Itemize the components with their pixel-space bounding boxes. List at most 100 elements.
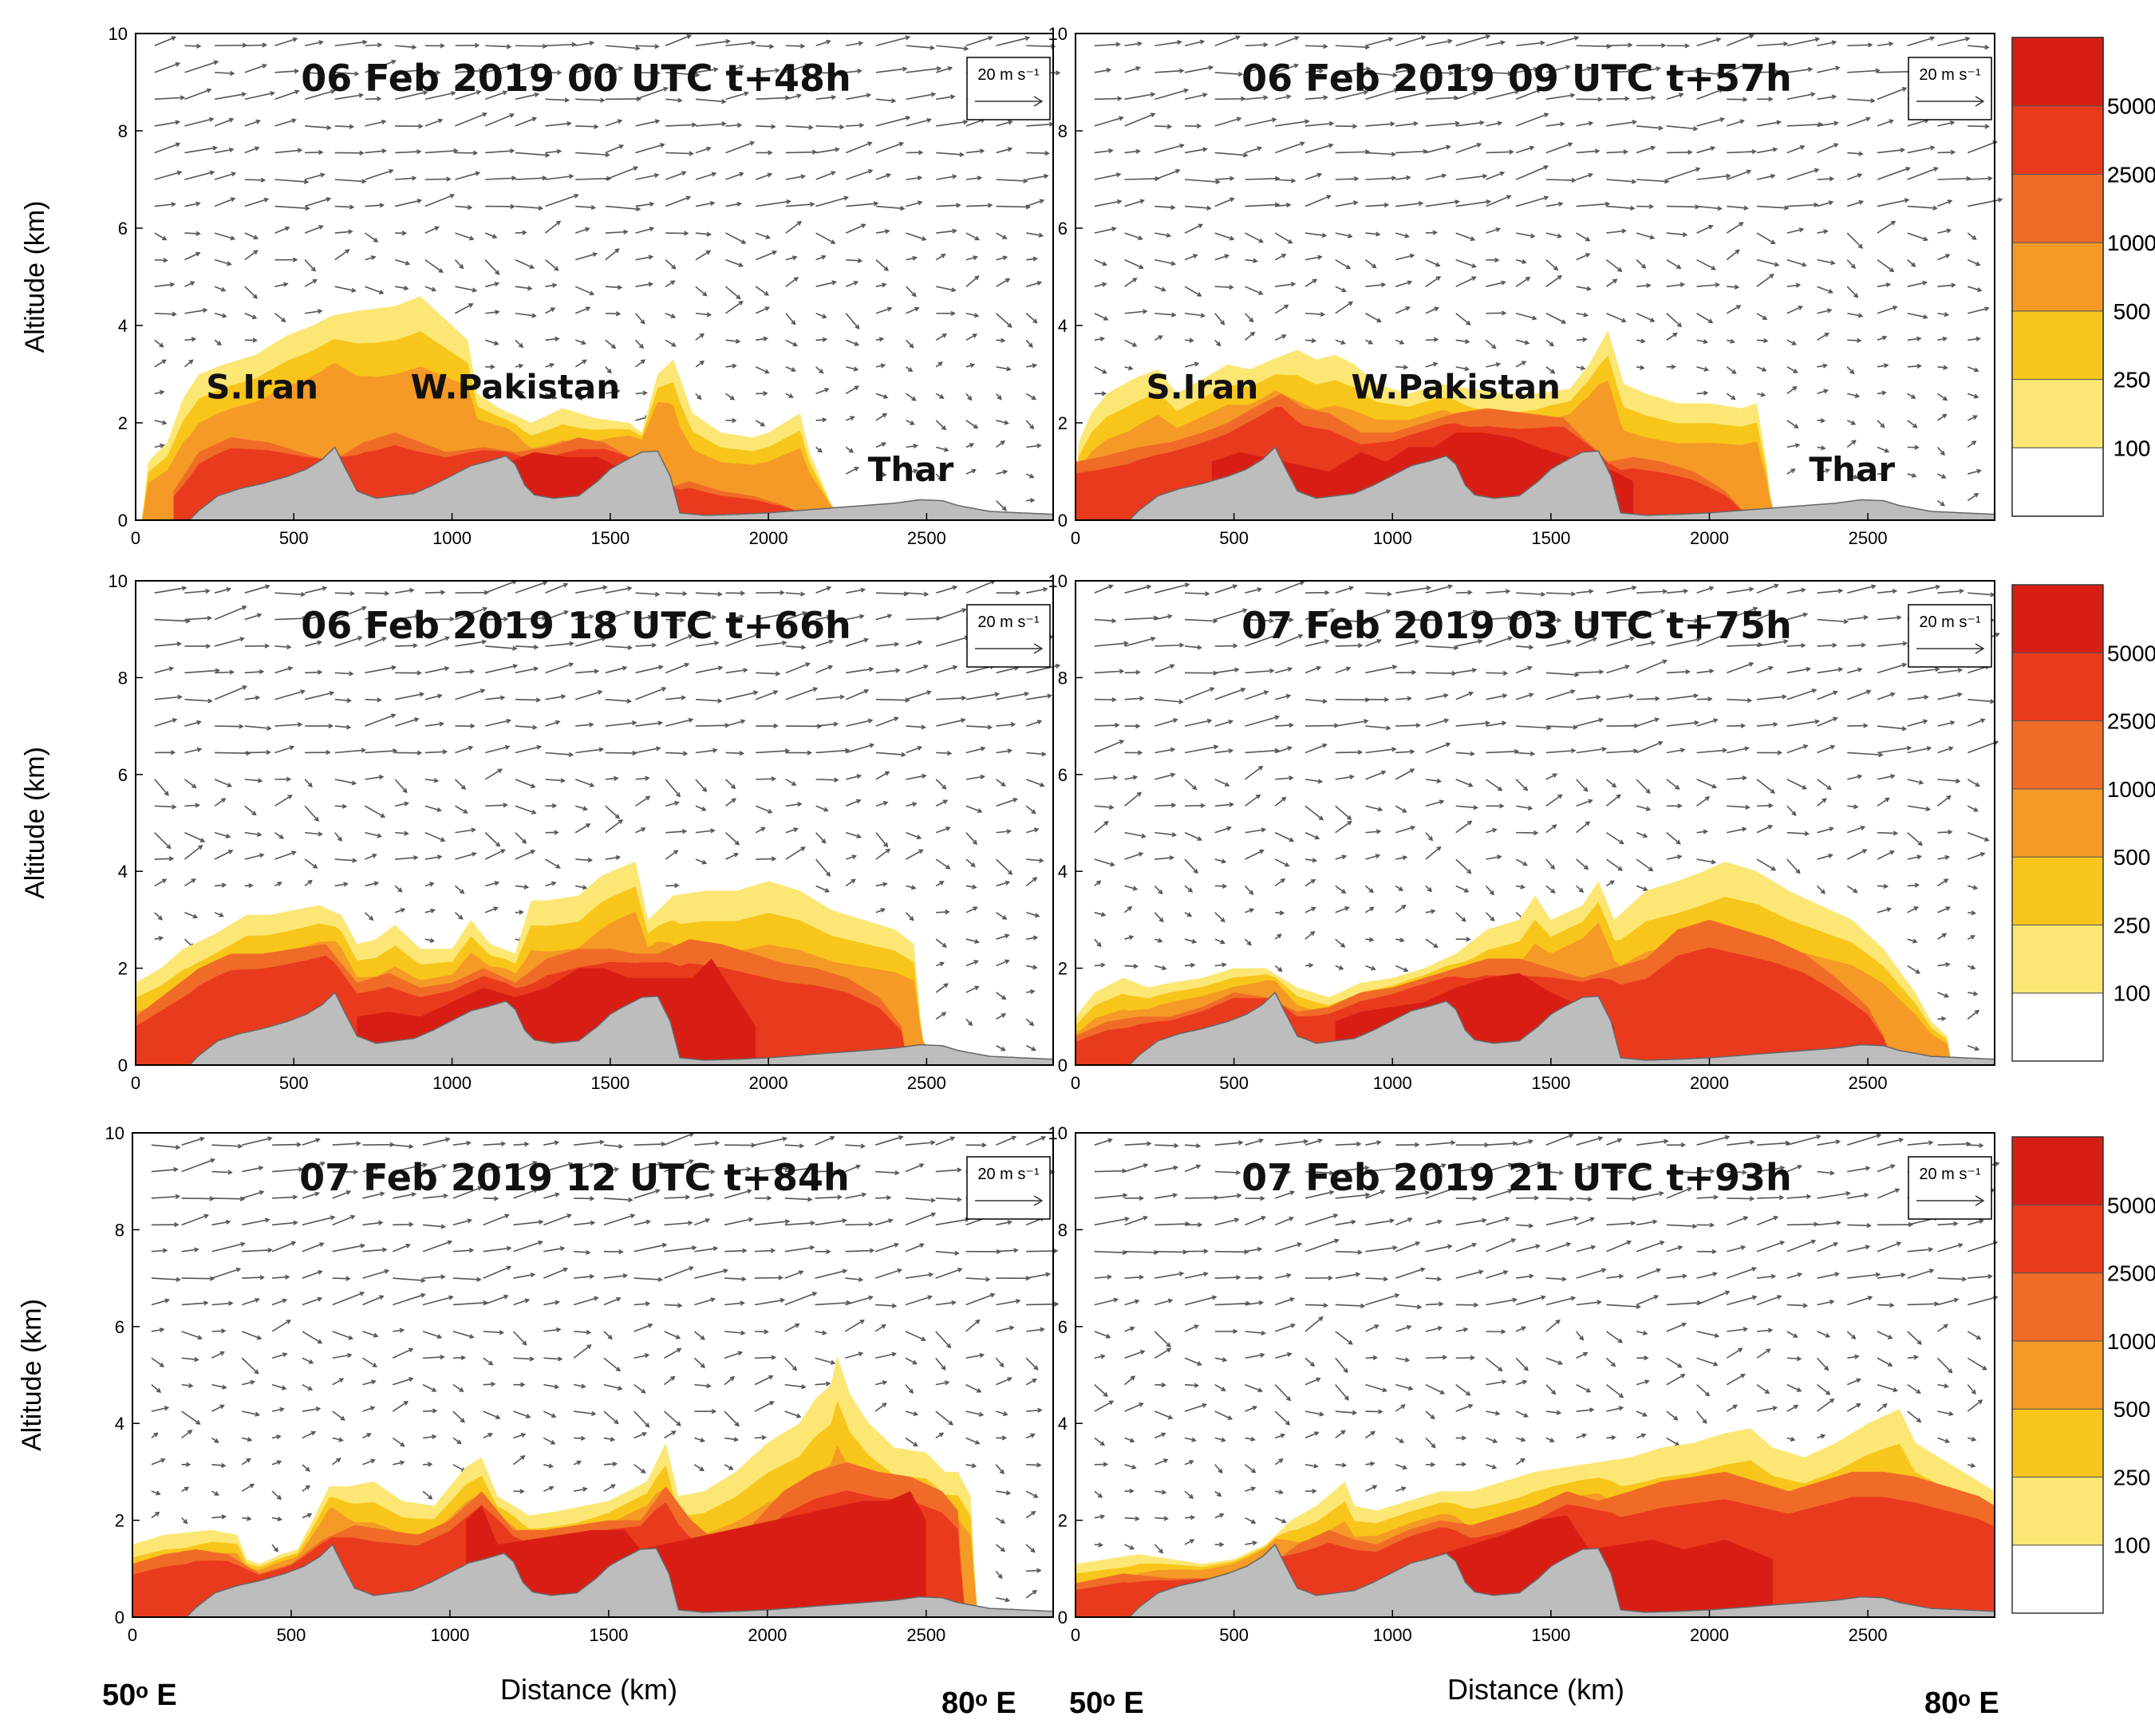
wind-vector-head <box>1158 890 1163 895</box>
wind-vector-head <box>1795 282 1802 288</box>
wind-vector <box>1937 199 1952 207</box>
wind-vector-head <box>1000 1519 1006 1524</box>
wind-vector-head <box>684 231 689 236</box>
wind-vector <box>1025 1357 1039 1371</box>
wind-vector <box>452 1249 473 1253</box>
wind-vector-head <box>736 122 743 128</box>
wind-vector <box>1335 645 1362 647</box>
wind-vector <box>1124 776 1137 780</box>
wind-vector <box>1576 312 1588 317</box>
wind-vector <box>1154 1383 1166 1386</box>
wind-vector <box>665 313 676 318</box>
wind-vector-head <box>380 1191 385 1197</box>
wind-vector-head <box>1031 395 1037 400</box>
wind-vector-head <box>551 881 557 886</box>
wind-vector-head <box>1659 1191 1664 1197</box>
wind-vector <box>424 694 442 700</box>
wind-vector <box>1666 694 1698 700</box>
wind-vector-head <box>1387 591 1393 597</box>
wind-vector <box>392 1347 413 1359</box>
wind-vector-head <box>1402 808 1407 813</box>
wind-vector <box>1636 232 1654 239</box>
wind-vector-head <box>1770 1273 1777 1280</box>
wind-vector <box>184 359 193 368</box>
wind-vector <box>905 1384 914 1394</box>
wind-vector <box>1245 850 1264 860</box>
wind-vector-head <box>735 338 741 344</box>
wind-vector <box>1606 1407 1623 1412</box>
wind-vector-head <box>1672 332 1678 337</box>
x-tick-label: 0 <box>131 1073 140 1093</box>
wind-vector-head <box>255 119 262 124</box>
wind-vector-head <box>1957 668 1964 673</box>
wind-vector <box>1214 313 1225 325</box>
wind-vector-head <box>614 1419 619 1425</box>
wind-vector-head <box>739 65 744 70</box>
wind-vector-head <box>185 1462 191 1467</box>
wind-vector-head <box>199 1136 205 1142</box>
wind-vector-head <box>512 664 519 669</box>
wind-vector <box>151 1144 180 1149</box>
wind-vector-head <box>1941 474 1947 479</box>
wind-vector-head <box>961 608 967 614</box>
wind-vector <box>605 819 623 834</box>
wind-vector <box>695 202 714 207</box>
wind-vector-head <box>1368 888 1374 894</box>
wind-vector <box>211 1330 225 1332</box>
wind-vector <box>1786 203 1818 207</box>
wind-vector <box>996 1013 1006 1020</box>
wind-vector-head <box>1821 445 1826 451</box>
wind-vector <box>365 775 383 780</box>
wind-vector-head <box>897 1268 903 1273</box>
wind-vector <box>1365 1219 1394 1226</box>
wind-vector-head <box>910 885 917 890</box>
wind-vector <box>996 779 1005 787</box>
wind-vector <box>1877 1304 1894 1306</box>
wind-vector <box>1968 45 1989 49</box>
wind-vector <box>1094 116 1123 127</box>
wind-vector-head <box>909 343 914 349</box>
wind-vector-head <box>1695 637 1702 642</box>
wind-vector-head <box>1112 775 1119 780</box>
wind-vector-head <box>1007 1220 1013 1225</box>
wind-vector-head <box>1213 618 1218 624</box>
wind-vector-head <box>1129 1545 1135 1550</box>
wind-vector-head <box>1233 667 1240 673</box>
wind-vector <box>1937 693 1962 700</box>
wind-vector <box>1816 885 1825 894</box>
wind-vector <box>695 251 711 261</box>
wind-vector-head <box>612 1461 618 1467</box>
wind-vector-head <box>440 1224 447 1229</box>
wind-vector-head <box>717 591 723 597</box>
wind-vector <box>1847 724 1868 727</box>
wind-vector <box>695 40 730 47</box>
wind-vector <box>965 1277 989 1280</box>
wind-vector <box>846 638 868 647</box>
wind-vector-head <box>1911 262 1916 267</box>
wind-vector <box>1486 1163 1512 1173</box>
wind-vector-head <box>1170 747 1176 752</box>
wind-vector-head <box>1257 587 1263 593</box>
wind-vector <box>304 173 325 180</box>
y-tick-label: 6 <box>1058 765 1068 785</box>
wind-vector-head <box>858 122 865 128</box>
wind-vector-head <box>467 204 473 210</box>
wind-vector <box>1026 364 1036 368</box>
wind-vector <box>424 226 439 234</box>
wind-vector-head <box>1277 933 1282 939</box>
wind-vector <box>1275 1170 1290 1174</box>
wind-vector-head <box>1028 342 1033 349</box>
wind-vector-head <box>1197 1222 1203 1228</box>
wind-vector-head <box>1111 696 1117 703</box>
wind-vector <box>1636 805 1651 811</box>
wind-vector <box>1455 258 1476 268</box>
wind-vector <box>965 1018 973 1026</box>
wind-vector <box>1154 144 1184 154</box>
wind-vector <box>1154 205 1175 209</box>
wind-vector <box>1817 827 1833 834</box>
wind-vector <box>1817 1300 1834 1306</box>
wind-vector-head <box>1703 366 1710 372</box>
wind-vector-head <box>1711 783 1718 789</box>
wind-vector-head <box>480 688 486 694</box>
